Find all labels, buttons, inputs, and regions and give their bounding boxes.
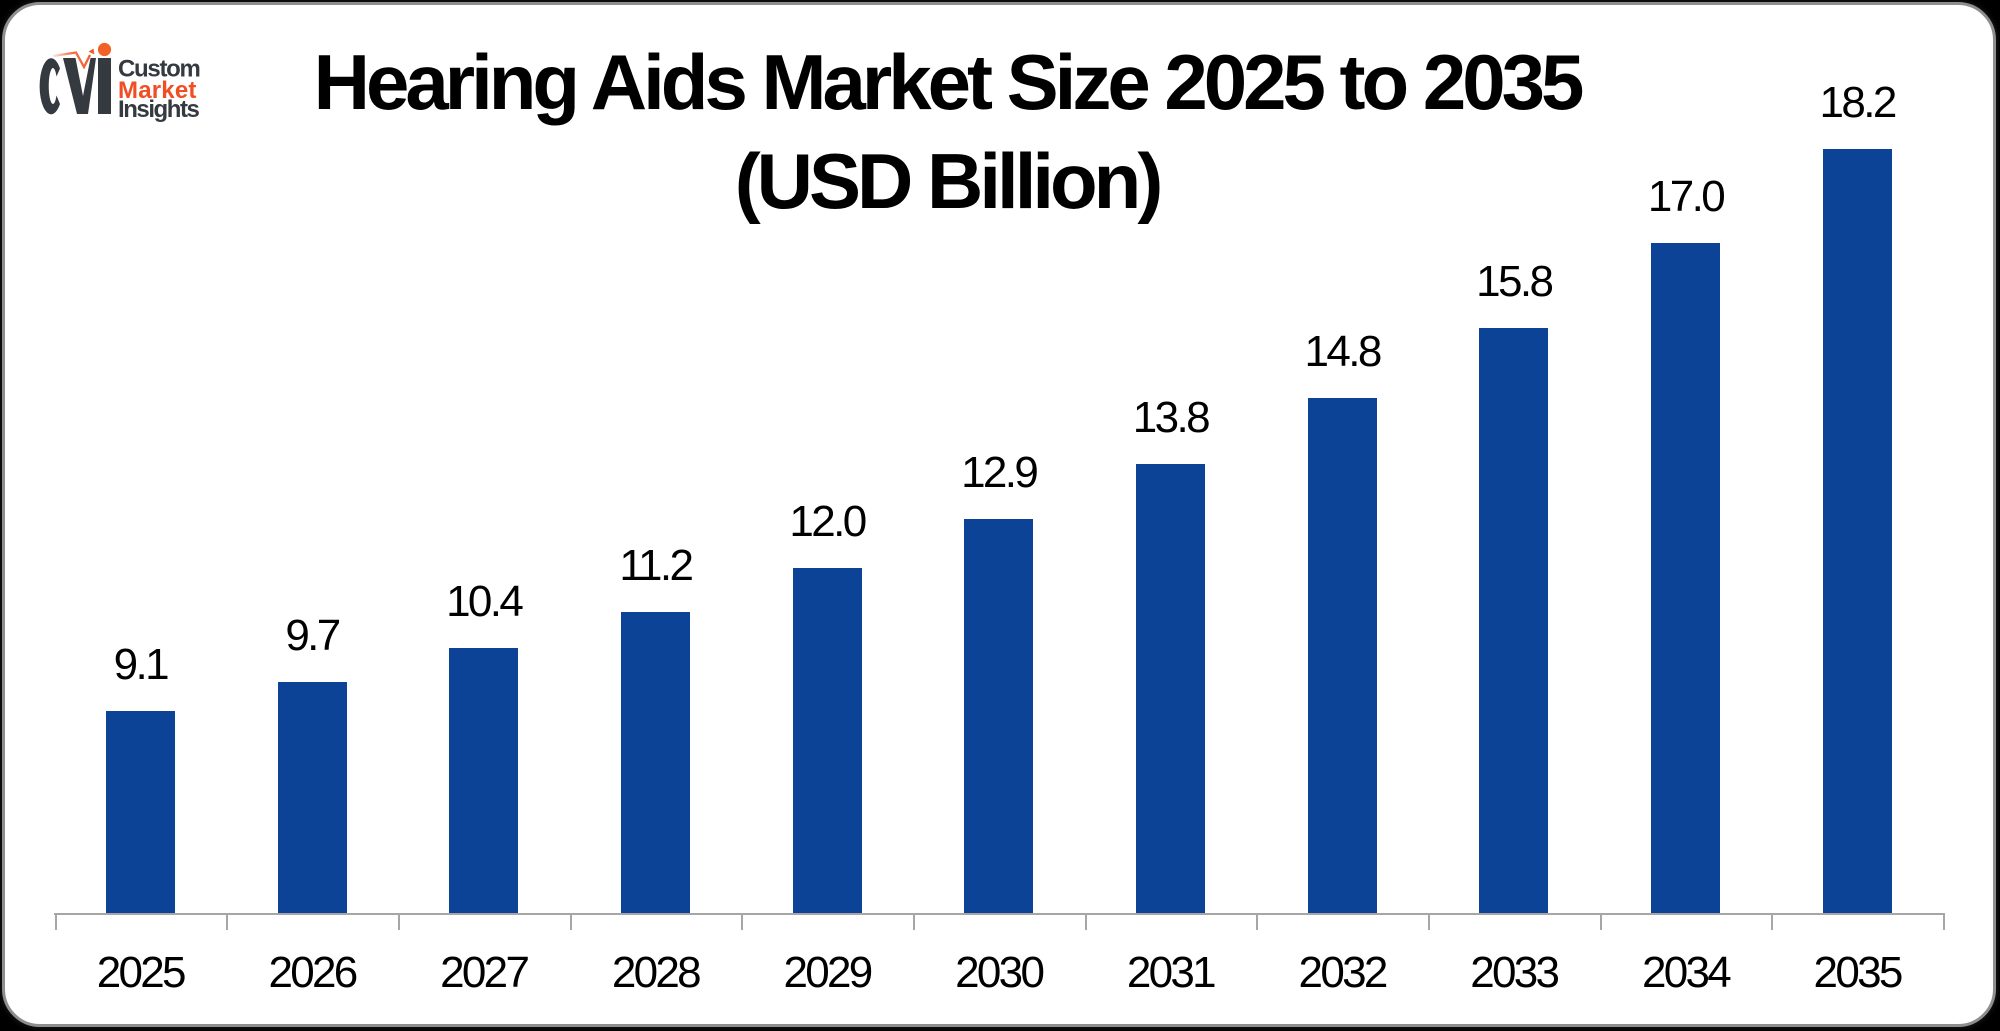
svg-text:Custom: Custom	[118, 56, 200, 83]
svg-text:Market: Market	[118, 77, 197, 104]
svg-text:Insights: Insights	[118, 96, 200, 123]
